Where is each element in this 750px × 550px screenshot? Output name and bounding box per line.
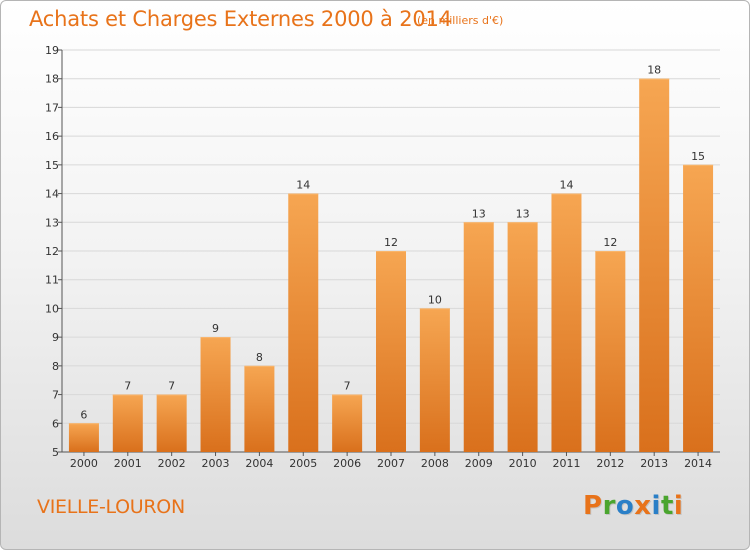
- x-tick-label-2006: 2006: [333, 457, 361, 470]
- data-label-2008: 10: [428, 293, 442, 306]
- bar-2014: [683, 164, 714, 452]
- logo-letter: o: [615, 491, 635, 521]
- data-label-2005: 14: [296, 179, 310, 192]
- bar-2003: [200, 337, 231, 452]
- x-tick-label-2005: 2005: [289, 457, 317, 470]
- y-tick-label: 7: [52, 389, 59, 402]
- bars: [68, 78, 714, 453]
- chart-title: Achats et Charges Externes 2000 à 2014: [29, 7, 452, 31]
- bar-2006: [332, 394, 363, 452]
- bar-2013: [639, 78, 670, 452]
- y-tick-label: 17: [45, 101, 59, 114]
- logo-letter: t: [660, 491, 674, 521]
- data-label-2011: 14: [559, 179, 573, 192]
- logo-letter: i: [651, 491, 661, 521]
- data-labels: 6 7 7 9 8 14 7 12 10 13 13 14 12 18 15: [80, 64, 705, 422]
- data-label-2000: 6: [80, 408, 87, 421]
- y-tick-label: 8: [52, 360, 59, 373]
- y-tick-label: 12: [45, 245, 59, 258]
- data-label-2010: 13: [516, 207, 530, 220]
- y-tick-label: 18: [45, 73, 59, 86]
- y-tick-label: 11: [45, 274, 59, 287]
- data-label-2014: 15: [691, 150, 705, 163]
- y-tick-label: 5: [52, 446, 59, 459]
- chart-subtitle: (en milliers d'€): [417, 14, 504, 27]
- bar-2000: [68, 423, 99, 452]
- logo-letter: P: [583, 491, 603, 521]
- y-tick-labels: 5 6 7 8 9 10 11 12 13 14 15 16 17 18 19: [45, 44, 59, 459]
- bar-2005: [288, 193, 319, 453]
- bar-2001: [112, 394, 143, 452]
- x-tick-label-2001: 2001: [114, 457, 142, 470]
- x-tick-label-2000: 2000: [70, 457, 98, 470]
- y-tick-label: 9: [52, 331, 59, 344]
- data-label-2001: 7: [124, 380, 131, 393]
- data-label-2009: 13: [472, 207, 486, 220]
- y-tick-label: 14: [45, 188, 59, 201]
- y-tick-label: 16: [45, 130, 59, 143]
- y-tick-label: 6: [52, 417, 59, 430]
- x-tick-labels: 2000 2001 2002 2003 2004 2005 2006 2007 2008 2009…: [70, 452, 712, 470]
- bar-2002: [156, 394, 187, 452]
- data-label-2004: 8: [256, 351, 263, 364]
- x-tick-label-2013: 2013: [640, 457, 668, 470]
- x-tick-label-2012: 2012: [596, 457, 624, 470]
- data-label-2002: 7: [168, 380, 175, 393]
- proxiti-logo: Proxiti: [583, 491, 683, 521]
- x-tick-label-2011: 2011: [552, 457, 580, 470]
- place-name: VIELLE-LOURON: [37, 496, 185, 518]
- y-tick-label: 13: [45, 216, 59, 229]
- x-tick-label-2003: 2003: [202, 457, 230, 470]
- logo-letter: i: [673, 491, 684, 521]
- logo-letter: x: [634, 491, 652, 521]
- data-label-2007: 12: [384, 236, 398, 249]
- bar-2010: [507, 222, 538, 452]
- x-tick-label-2014: 2014: [684, 457, 712, 470]
- x-tick-label-2009: 2009: [465, 457, 493, 470]
- logo-letter: r: [602, 491, 616, 521]
- bar-2004: [244, 365, 275, 452]
- bar-2009: [463, 222, 494, 452]
- x-tick-label-2008: 2008: [421, 457, 449, 470]
- data-label-2006: 7: [344, 380, 351, 393]
- data-label-2013: 18: [647, 64, 661, 77]
- data-label-2003: 9: [212, 322, 219, 335]
- x-tick-label-2007: 2007: [377, 457, 405, 470]
- x-tick-label-2004: 2004: [245, 457, 273, 470]
- bar-2011: [551, 193, 582, 453]
- bar-2008: [419, 308, 450, 452]
- bar-2007: [376, 251, 406, 452]
- y-tick-label: 10: [45, 302, 59, 315]
- bar-2012: [595, 251, 626, 452]
- y-tick-label: 19: [45, 44, 59, 57]
- data-label-2012: 12: [603, 236, 617, 249]
- x-tick-label-2010: 2010: [509, 457, 537, 470]
- x-tick-label-2002: 2002: [158, 457, 186, 470]
- y-tick-label: 15: [45, 159, 59, 172]
